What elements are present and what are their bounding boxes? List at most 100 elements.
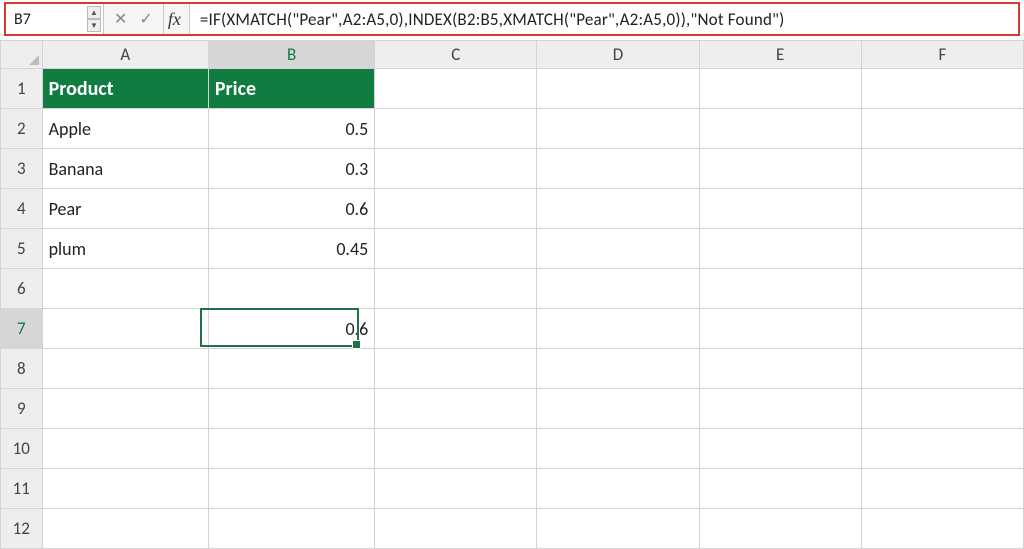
cell-B2[interactable]: 0.5 (208, 109, 374, 149)
name-box[interactable]: B7 ▲ ▼ (6, 4, 104, 34)
cell-B5[interactable]: 0.45 (208, 229, 374, 269)
row-header-4[interactable]: 4 (1, 189, 43, 229)
cell-D1[interactable] (537, 69, 699, 109)
cell-F3[interactable] (861, 149, 1023, 189)
row-header-9[interactable]: 9 (1, 389, 43, 429)
cell-A11[interactable] (42, 469, 208, 509)
row-header-12[interactable]: 12 (1, 509, 43, 549)
col-header-C[interactable]: C (375, 41, 537, 69)
cell-A5[interactable]: plum (42, 229, 208, 269)
cell-A8[interactable] (42, 349, 208, 389)
cell-D7[interactable] (537, 309, 699, 349)
stepper-down-icon[interactable]: ▼ (87, 19, 101, 32)
cell-A12[interactable] (42, 509, 208, 549)
cell-A3[interactable]: Banana (42, 149, 208, 189)
cell-E7[interactable] (699, 309, 861, 349)
cell-C5[interactable] (375, 229, 537, 269)
cell-B1[interactable]: Price (208, 69, 374, 109)
cell-F10[interactable] (861, 429, 1023, 469)
row-header-11[interactable]: 11 (1, 469, 43, 509)
cell-C3[interactable] (375, 149, 537, 189)
cell-C11[interactable] (375, 469, 537, 509)
cell-C6[interactable] (375, 269, 537, 309)
cell-A6[interactable] (42, 269, 208, 309)
row-header-2[interactable]: 2 (1, 109, 43, 149)
cancel-formula-icon[interactable]: ✕ (114, 9, 127, 29)
cell-B6[interactable] (208, 269, 374, 309)
cell-E9[interactable] (699, 389, 861, 429)
cell-E6[interactable] (699, 269, 861, 309)
cell-B11[interactable] (208, 469, 374, 509)
cell-D10[interactable] (537, 429, 699, 469)
cell-A10[interactable] (42, 429, 208, 469)
cell-C9[interactable] (375, 389, 537, 429)
cell-F1[interactable] (861, 69, 1023, 109)
formula-input[interactable]: =IF(XMATCH("Pear",A2:A5,0),INDEX(B2:B5,X… (190, 4, 1018, 34)
row-header-6[interactable]: 6 (1, 269, 43, 309)
stepper-up-icon[interactable]: ▲ (87, 6, 101, 19)
cell-D5[interactable] (537, 229, 699, 269)
col-header-B[interactable]: B (208, 41, 374, 69)
cell-E10[interactable] (699, 429, 861, 469)
spreadsheet-grid[interactable]: A B C D E F 1ProductPrice 2Apple0.5 3Banan… (0, 40, 1024, 549)
cell-B10[interactable] (208, 429, 374, 469)
cell-E8[interactable] (699, 349, 861, 389)
cell-F12[interactable] (861, 509, 1023, 549)
name-box-stepper[interactable]: ▲ ▼ (87, 6, 101, 32)
fx-label[interactable]: fx (164, 4, 190, 34)
cell-C4[interactable] (375, 189, 537, 229)
cell-A4[interactable]: Pear (42, 189, 208, 229)
row-header-5[interactable]: 5 (1, 229, 43, 269)
col-header-E[interactable]: E (699, 41, 861, 69)
cell-F8[interactable] (861, 349, 1023, 389)
cell-B7[interactable]: 0.6 (208, 309, 374, 349)
cell-F4[interactable] (861, 189, 1023, 229)
row-header-10[interactable]: 10 (1, 429, 43, 469)
cell-D4[interactable] (537, 189, 699, 229)
row-header-8[interactable]: 8 (1, 349, 43, 389)
cell-C8[interactable] (375, 349, 537, 389)
cell-F5[interactable] (861, 229, 1023, 269)
cell-B8[interactable] (208, 349, 374, 389)
cell-D6[interactable] (537, 269, 699, 309)
row-header-1[interactable]: 1 (1, 69, 43, 109)
cell-E11[interactable] (699, 469, 861, 509)
col-header-F[interactable]: F (861, 41, 1023, 69)
cell-E3[interactable] (699, 149, 861, 189)
cell-A1[interactable]: Product (42, 69, 208, 109)
cell-C2[interactable] (375, 109, 537, 149)
row-header-3[interactable]: 3 (1, 149, 43, 189)
cell-A2[interactable]: Apple (42, 109, 208, 149)
cell-E12[interactable] (699, 509, 861, 549)
cell-D2[interactable] (537, 109, 699, 149)
cell-A7[interactable] (42, 309, 208, 349)
col-header-D[interactable]: D (537, 41, 699, 69)
cell-D12[interactable] (537, 509, 699, 549)
cell-E2[interactable] (699, 109, 861, 149)
cell-C7[interactable] (375, 309, 537, 349)
cell-E5[interactable] (699, 229, 861, 269)
cell-C1[interactable] (375, 69, 537, 109)
cell-B3[interactable]: 0.3 (208, 149, 374, 189)
cell-F9[interactable] (861, 389, 1023, 429)
col-header-A[interactable]: A (42, 41, 208, 69)
cell-F11[interactable] (861, 469, 1023, 509)
cell-B9[interactable] (208, 389, 374, 429)
accept-formula-icon[interactable]: ✓ (139, 9, 152, 29)
cell-C12[interactable] (375, 509, 537, 549)
cell-C10[interactable] (375, 429, 537, 469)
cell-D11[interactable] (537, 469, 699, 509)
row-header-7[interactable]: 7 (1, 309, 43, 349)
cell-B4[interactable]: 0.6 (208, 189, 374, 229)
cell-D3[interactable] (537, 149, 699, 189)
cell-F2[interactable] (861, 109, 1023, 149)
cell-D8[interactable] (537, 349, 699, 389)
cell-F6[interactable] (861, 269, 1023, 309)
select-all-corner[interactable] (1, 41, 43, 69)
cell-B12[interactable] (208, 509, 374, 549)
cell-D9[interactable] (537, 389, 699, 429)
cell-F7[interactable] (861, 309, 1023, 349)
cell-E4[interactable] (699, 189, 861, 229)
cell-A9[interactable] (42, 389, 208, 429)
cell-E1[interactable] (699, 69, 861, 109)
